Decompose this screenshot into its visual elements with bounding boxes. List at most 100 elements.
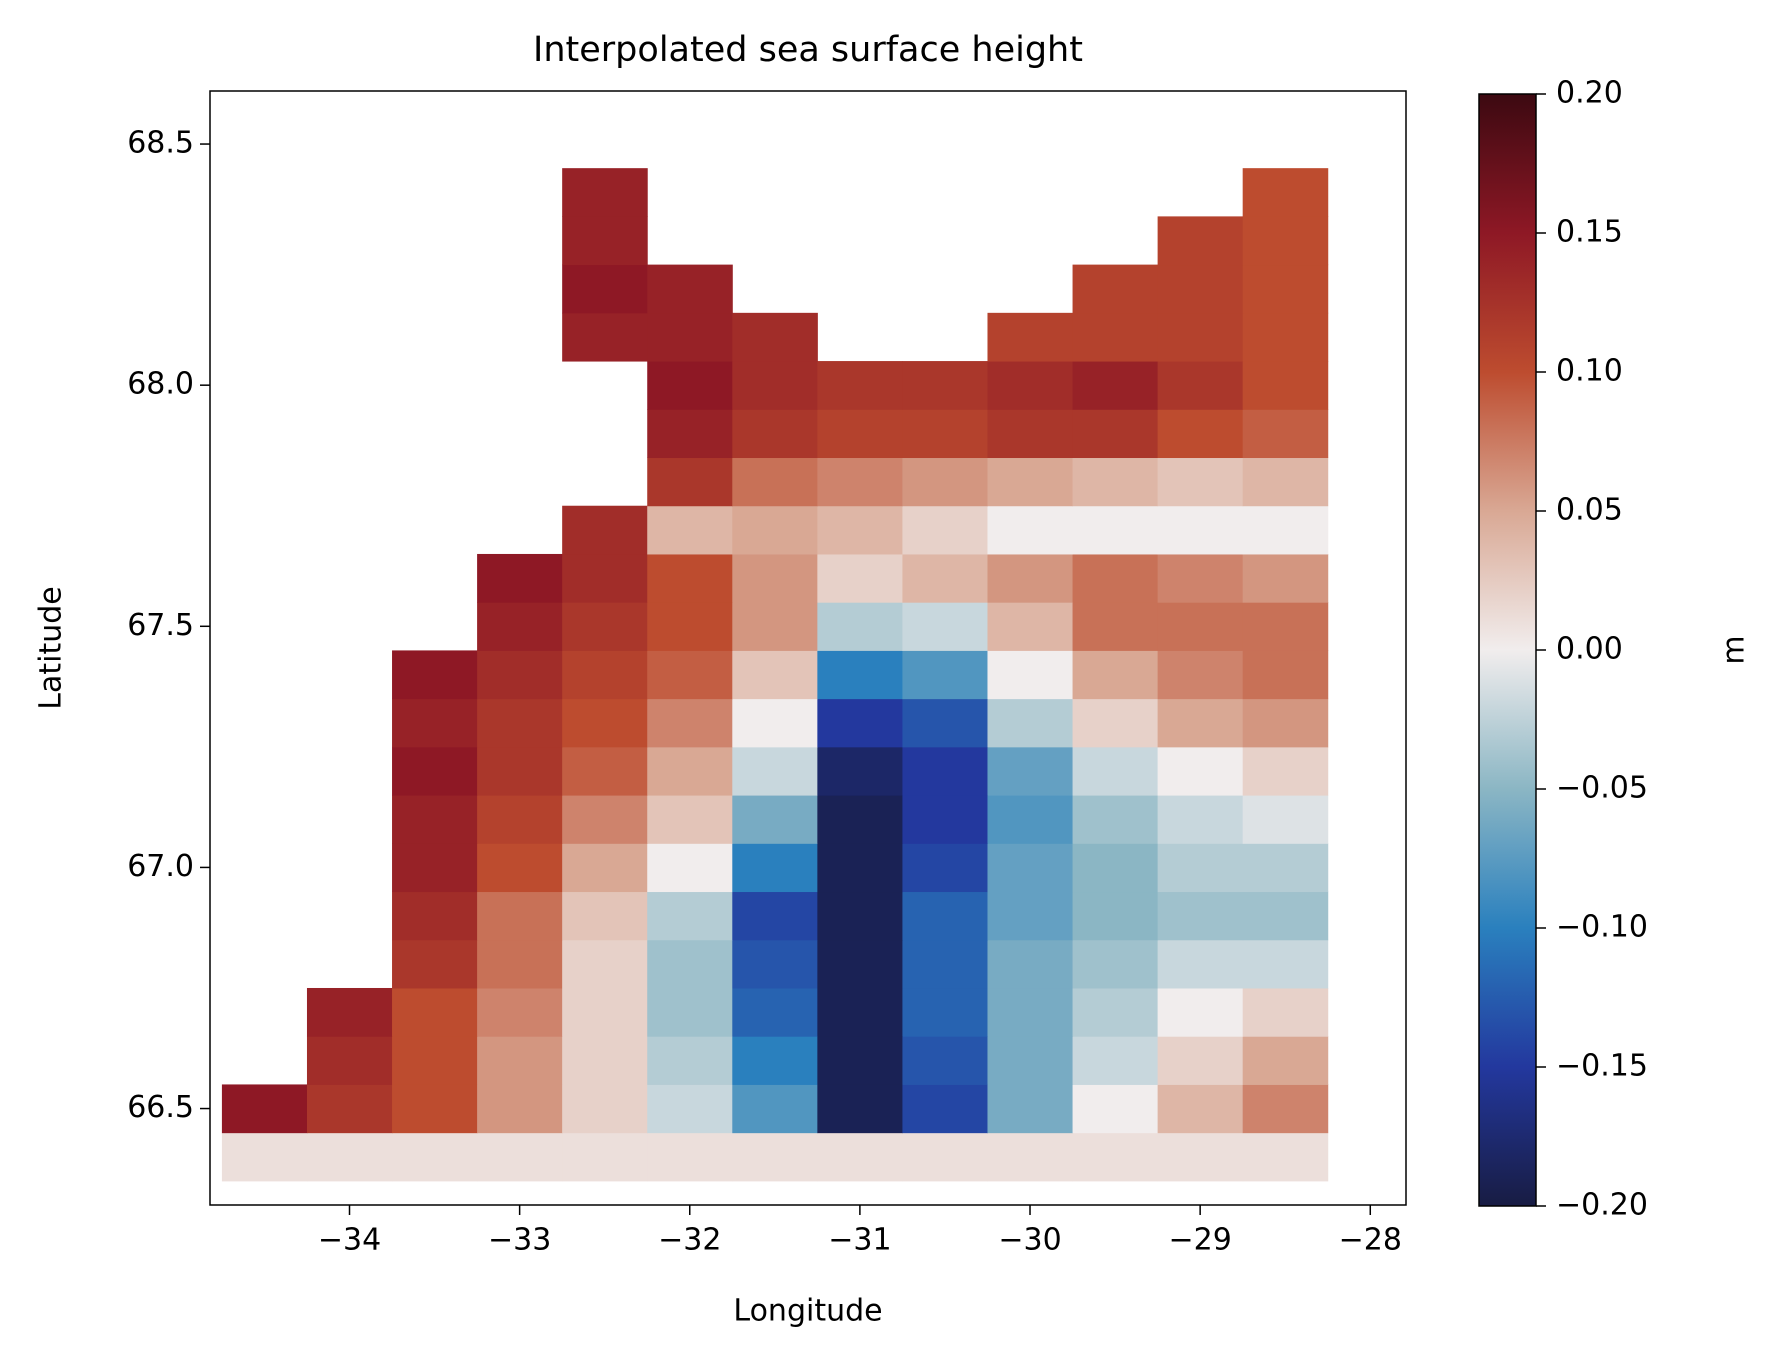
data-cell — [1072, 987, 1159, 1037]
data-cell — [1157, 1036, 1244, 1085]
data-cell — [817, 746, 903, 796]
data-cell — [562, 168, 648, 217]
data-cell — [647, 312, 733, 362]
data-cell — [732, 602, 818, 651]
data-cell — [1242, 650, 1329, 700]
data-cell — [902, 1084, 988, 1134]
data-cell — [392, 939, 478, 989]
colorbar-tick-label: 0.15 — [1556, 215, 1623, 250]
data-cell — [562, 602, 648, 651]
data-cell — [1242, 409, 1329, 459]
chart-title: Interpolated sea surface height — [533, 30, 1083, 70]
data-cell — [392, 1084, 478, 1134]
data-cell — [1157, 312, 1244, 362]
data-cell — [1157, 409, 1244, 459]
data-cell — [987, 891, 1074, 941]
data-cell — [817, 650, 903, 700]
data-cell — [732, 312, 818, 362]
data-cell — [902, 457, 988, 507]
data-cell — [562, 505, 648, 555]
data-cell — [1072, 939, 1159, 989]
data-cell — [987, 505, 1074, 555]
data-cell — [902, 1132, 988, 1182]
x-tick-label: −29 — [1168, 1223, 1231, 1258]
data-cell — [1072, 746, 1159, 796]
data-cell — [732, 1084, 818, 1134]
data-cell — [392, 1036, 478, 1085]
data-cell — [647, 891, 733, 941]
data-cell — [647, 1132, 733, 1182]
data-cell — [1072, 1084, 1159, 1134]
data-cell — [817, 602, 903, 651]
data-cell — [987, 795, 1074, 844]
data-cell — [732, 1132, 818, 1182]
colorbar-tick-label: 0.10 — [1556, 354, 1623, 389]
data-cell — [562, 553, 648, 603]
y-tick-label: 67.0 — [127, 849, 194, 884]
data-cell — [1242, 987, 1329, 1037]
data-cell — [477, 1084, 563, 1134]
data-cell — [732, 987, 818, 1037]
data-cell — [562, 1036, 648, 1085]
data-cell — [562, 939, 648, 989]
data-cell — [1157, 361, 1244, 410]
data-cell — [1242, 1084, 1329, 1134]
data-cell — [817, 361, 903, 410]
data-cell — [392, 746, 478, 796]
data-cell — [477, 939, 563, 989]
data-cell — [647, 457, 733, 507]
data-cell — [987, 843, 1074, 893]
data-cell — [902, 891, 988, 941]
data-cell — [987, 553, 1074, 603]
data-cell — [817, 987, 903, 1037]
data-cell — [732, 891, 818, 941]
data-cell — [1072, 264, 1159, 314]
data-cell — [1072, 409, 1159, 459]
data-cell — [1072, 1036, 1159, 1085]
data-cell — [562, 264, 648, 314]
data-cell — [1072, 361, 1159, 410]
data-cell — [732, 457, 818, 507]
data-cell — [817, 795, 903, 844]
data-cell — [817, 843, 903, 893]
data-cell — [1157, 1132, 1244, 1182]
data-cell — [817, 409, 903, 459]
y-tick-label: 68.5 — [127, 126, 194, 161]
data-cell — [1157, 843, 1244, 893]
data-cell — [987, 987, 1074, 1037]
data-cell — [306, 1084, 393, 1134]
data-cell — [647, 650, 733, 700]
data-cell — [1157, 987, 1244, 1037]
data-cell — [562, 650, 648, 700]
data-cell — [1157, 1084, 1244, 1134]
data-cell — [647, 553, 733, 603]
y-tick-label: 67.5 — [127, 608, 194, 643]
colorbar — [1478, 93, 1537, 1207]
data-cell — [902, 843, 988, 893]
data-cell — [1242, 698, 1329, 748]
data-cell — [647, 939, 733, 989]
data-cell — [1157, 216, 1244, 266]
x-tick-label: −33 — [488, 1223, 551, 1258]
data-cell — [987, 650, 1074, 700]
plot-area — [221, 168, 1329, 1182]
data-cell — [1242, 843, 1329, 893]
data-cell — [732, 650, 818, 700]
data-cell — [732, 361, 818, 410]
data-cell — [647, 602, 733, 651]
data-cell — [987, 746, 1074, 796]
data-cell — [1242, 1036, 1329, 1085]
data-cell — [987, 698, 1074, 748]
colorbar-tick-label: −0.15 — [1556, 1049, 1648, 1084]
data-cell — [562, 312, 648, 362]
data-cell — [562, 795, 648, 844]
data-cell — [732, 698, 818, 748]
data-cell — [987, 1132, 1074, 1182]
data-cell — [477, 891, 563, 941]
data-cell — [732, 746, 818, 796]
data-cell — [1072, 650, 1159, 700]
data-cell — [1242, 795, 1329, 844]
data-cell — [902, 746, 988, 796]
y-tick-label: 68.0 — [127, 367, 194, 402]
